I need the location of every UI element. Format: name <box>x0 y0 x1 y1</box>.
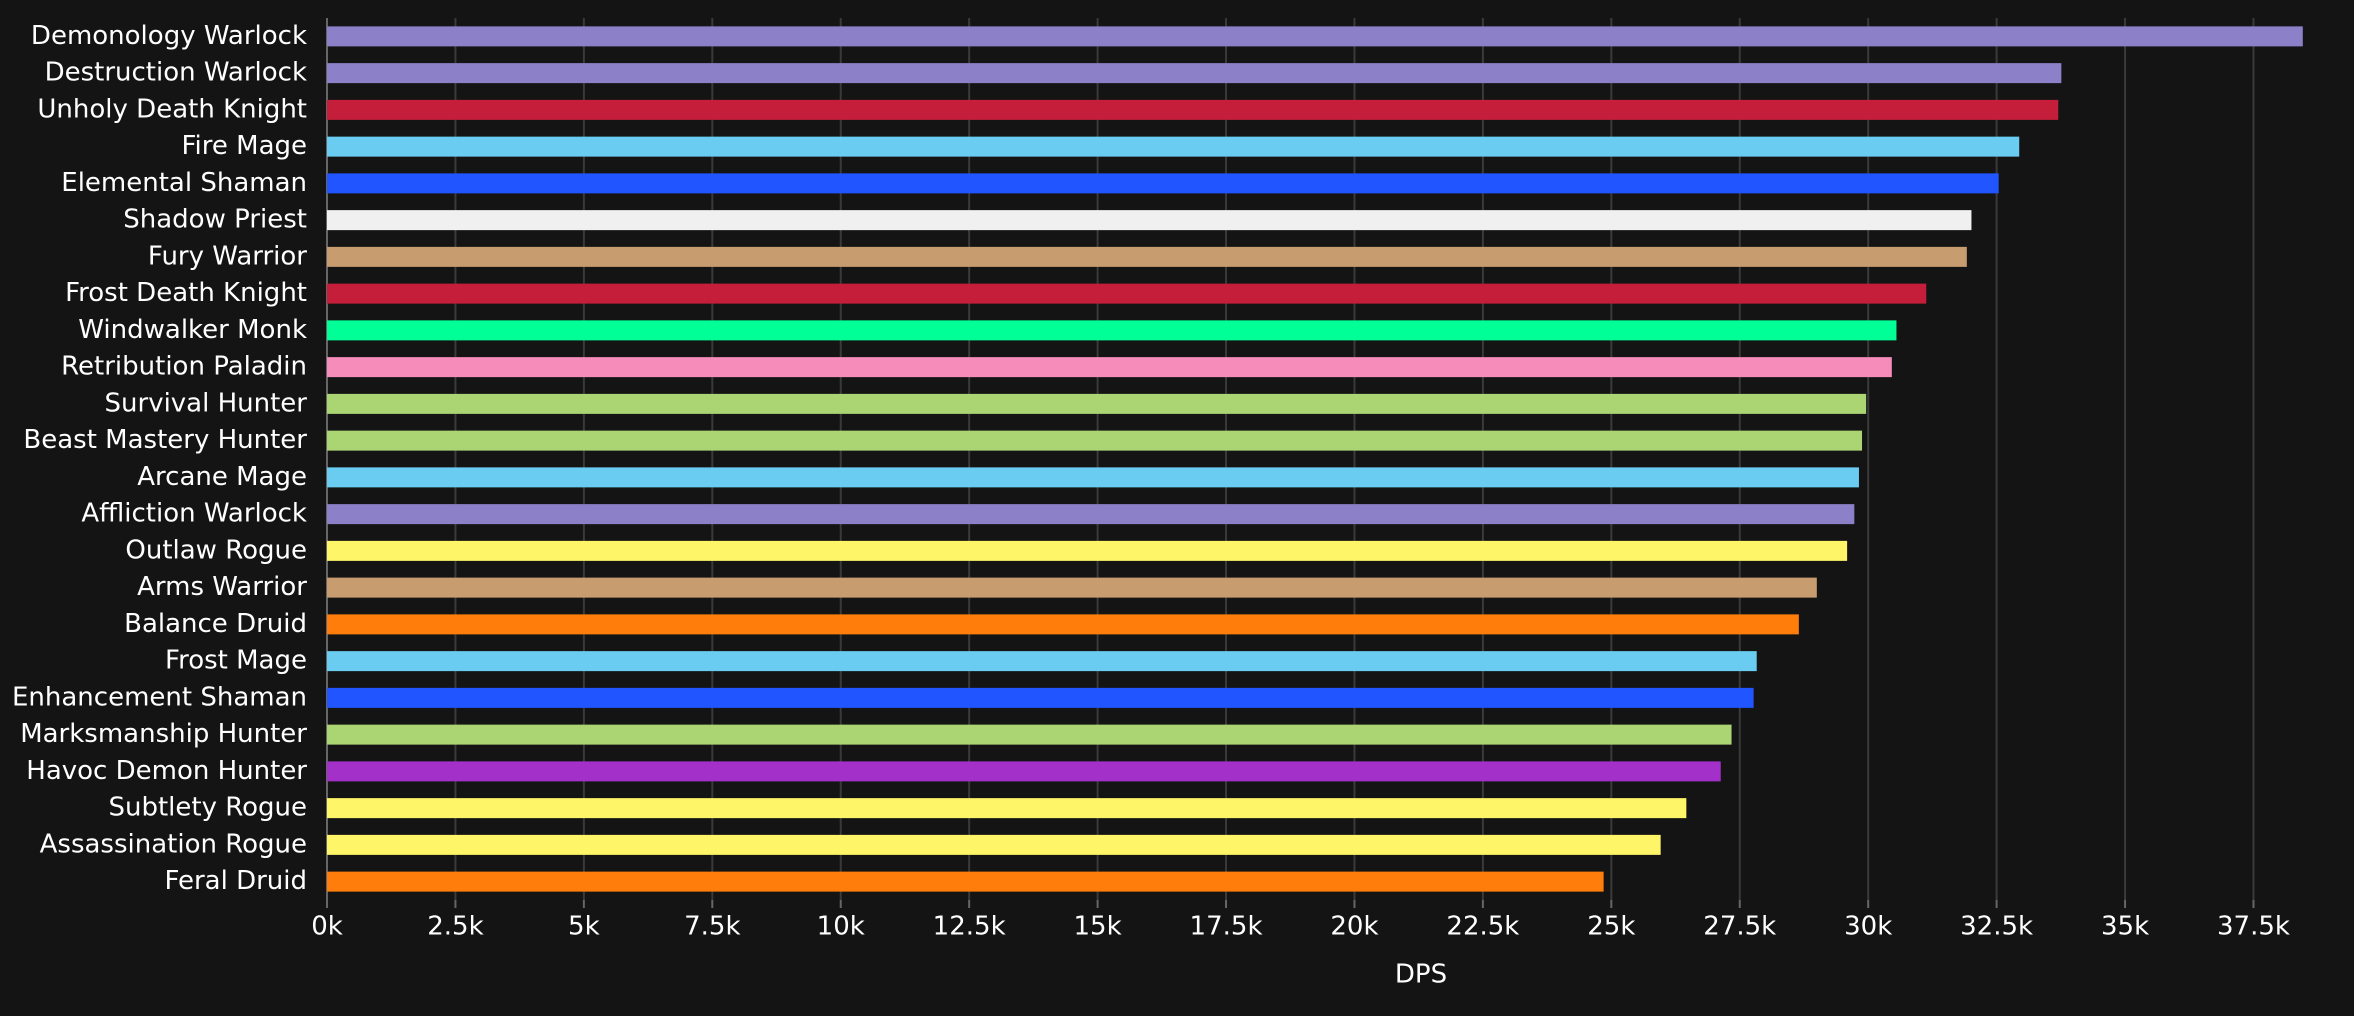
y-tick-label: Affliction Warlock <box>81 499 307 529</box>
x-axis-title: DPS <box>1395 960 1447 990</box>
y-tick-label: Elemental Shaman <box>61 168 307 198</box>
y-tick-label: Frost Mage <box>165 646 307 676</box>
bar <box>327 283 1927 304</box>
bar <box>327 540 1848 561</box>
bar <box>327 430 1863 451</box>
y-tick-label: Fury Warrior <box>148 241 307 271</box>
x-tick-label: 30k <box>1844 912 1892 942</box>
bar <box>327 210 1972 231</box>
bar <box>327 99 2059 120</box>
x-tick-label: 35k <box>2101 912 2149 942</box>
y-tick-label: Balance Druid <box>124 609 307 639</box>
y-tick-label: Shadow Priest <box>123 205 307 235</box>
y-tick-label: Assassination Rogue <box>40 829 307 859</box>
bar <box>327 357 1892 378</box>
bar <box>327 504 1855 525</box>
bar <box>327 467 1859 488</box>
x-tick-label: 10k <box>817 912 865 942</box>
x-tick-label: 32.5k <box>1960 912 2033 942</box>
bar <box>327 761 1721 782</box>
x-tick-label: 20k <box>1330 912 1378 942</box>
y-tick-label: Havoc Demon Hunter <box>26 756 307 786</box>
bar <box>327 651 1757 672</box>
x-tick-label: 5k <box>568 912 600 942</box>
bar <box>327 614 1799 635</box>
y-tick-label: Arcane Mage <box>137 462 307 492</box>
y-tick-label: Feral Druid <box>164 866 307 896</box>
x-tick-label: 22.5k <box>1446 912 1519 942</box>
bar <box>327 798 1687 819</box>
bar <box>327 173 1999 194</box>
bar <box>327 577 1817 598</box>
x-tick-label: 2.5k <box>427 912 483 942</box>
y-tick-label: Retribution Paladin <box>61 352 307 382</box>
y-tick-label: Marksmanship Hunter <box>20 719 307 749</box>
y-tick-label: Windwalker Monk <box>78 315 307 345</box>
x-tick-label: 0k <box>311 912 343 942</box>
bar <box>327 687 1754 708</box>
x-tick-label: 27.5k <box>1703 912 1776 942</box>
y-tick-label: Survival Hunter <box>105 388 308 418</box>
y-tick-label: Frost Death Knight <box>65 278 307 308</box>
bar <box>327 63 2062 84</box>
x-tick-label: 25k <box>1587 912 1635 942</box>
x-tick-label: 17.5k <box>1190 912 1263 942</box>
y-tick-label: Destruction Warlock <box>45 58 307 88</box>
bar <box>327 136 2020 157</box>
bar <box>327 834 1661 855</box>
y-tick-label: Unholy Death Knight <box>37 94 307 124</box>
y-tick-label: Enhancement Shaman <box>12 682 307 712</box>
bar <box>327 393 1867 414</box>
y-tick-label: Outlaw Rogue <box>125 535 307 565</box>
bar <box>327 246 1967 267</box>
bar <box>327 871 1604 892</box>
x-tick-label: 7.5k <box>684 912 740 942</box>
bar <box>327 724 1732 745</box>
y-tick-label: Beast Mastery Hunter <box>23 425 307 455</box>
x-tick-label: 37.5k <box>2217 912 2290 942</box>
bar <box>327 26 2303 47</box>
y-tick-label: Arms Warrior <box>137 572 307 602</box>
x-tick-label: 15k <box>1074 912 1122 942</box>
x-tick-label: 12.5k <box>933 912 1006 942</box>
y-tick-label: Fire Mage <box>181 131 307 161</box>
bar <box>327 320 1897 341</box>
y-tick-label: Subtlety Rogue <box>108 793 307 823</box>
y-tick-label: Demonology Warlock <box>31 21 307 51</box>
